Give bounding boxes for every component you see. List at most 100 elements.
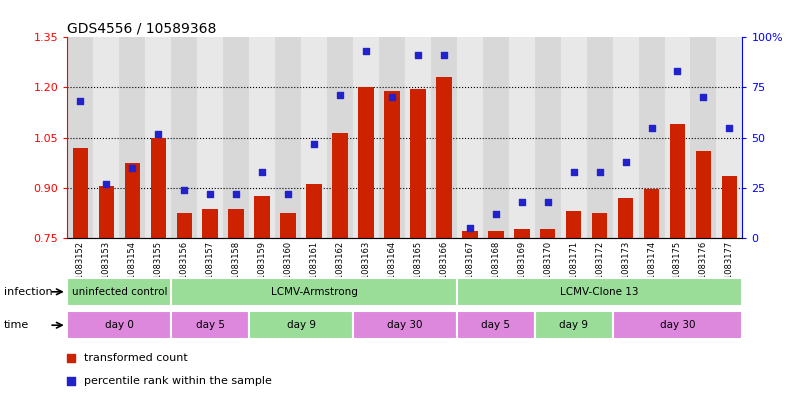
Bar [223, 37, 249, 238]
Point [646, 124, 658, 130]
Bar [665, 37, 691, 238]
Text: LCMV-Clone 13: LCMV-Clone 13 [561, 287, 639, 297]
Text: percentile rank within the sample: percentile rank within the sample [83, 376, 272, 386]
Point [65, 378, 78, 384]
Bar [151, 138, 166, 238]
Bar [716, 37, 742, 238]
Bar [125, 163, 141, 238]
Point [126, 164, 139, 171]
Text: day 9: day 9 [559, 320, 588, 330]
Bar [353, 37, 379, 238]
Point [437, 52, 450, 59]
Bar [696, 151, 711, 238]
Bar [613, 37, 638, 238]
Bar [249, 37, 276, 238]
Bar [457, 277, 742, 306]
Point [360, 48, 372, 55]
Text: day 5: day 5 [481, 320, 511, 330]
Point [697, 94, 710, 101]
Bar [561, 37, 587, 238]
Bar [276, 37, 301, 238]
Bar [436, 77, 452, 238]
Bar [197, 37, 223, 238]
Bar [410, 89, 426, 238]
Bar [249, 311, 353, 339]
Bar [67, 277, 172, 306]
Point [152, 130, 164, 137]
Point [100, 180, 113, 187]
Text: day 5: day 5 [196, 320, 225, 330]
Bar [172, 277, 457, 306]
Bar [358, 87, 374, 238]
Bar [509, 37, 534, 238]
Bar [384, 91, 399, 238]
Bar [587, 37, 613, 238]
Bar [534, 311, 613, 339]
Point [671, 68, 684, 75]
Bar [514, 230, 530, 238]
Bar [644, 189, 659, 238]
Text: uninfected control: uninfected control [71, 287, 168, 297]
Bar [353, 311, 457, 339]
Bar [280, 213, 296, 238]
Point [464, 224, 476, 231]
Bar [327, 37, 353, 238]
Bar [592, 213, 607, 238]
Text: day 30: day 30 [660, 320, 696, 330]
Bar [94, 37, 119, 238]
Point [619, 158, 632, 165]
Text: day 30: day 30 [387, 320, 422, 330]
Point [282, 191, 295, 197]
Point [411, 52, 424, 59]
Text: infection: infection [4, 287, 52, 297]
Point [386, 94, 399, 101]
Text: transformed count: transformed count [83, 353, 187, 363]
Bar [301, 37, 327, 238]
Point [308, 140, 321, 147]
Point [178, 187, 191, 193]
Point [567, 169, 580, 175]
Bar [119, 37, 145, 238]
Bar [172, 311, 249, 339]
Point [542, 198, 554, 205]
Bar [722, 176, 737, 238]
Bar [229, 209, 244, 238]
Point [65, 354, 78, 361]
Bar [462, 231, 478, 238]
Text: LCMV-Armstrong: LCMV-Armstrong [271, 287, 357, 297]
Bar [431, 37, 457, 238]
Point [489, 211, 502, 217]
Point [74, 98, 87, 105]
Point [593, 169, 606, 175]
Bar [202, 209, 218, 238]
Bar [172, 37, 197, 238]
Point [515, 198, 528, 205]
Point [723, 124, 736, 130]
Bar [98, 186, 114, 238]
Bar [566, 211, 581, 238]
Bar [457, 37, 483, 238]
Bar [379, 37, 405, 238]
Bar [405, 37, 431, 238]
Bar [145, 37, 172, 238]
Text: time: time [4, 320, 29, 330]
Point [333, 92, 346, 99]
Bar [534, 37, 561, 238]
Text: day 9: day 9 [287, 320, 315, 330]
Bar [73, 147, 88, 238]
Point [230, 191, 243, 197]
Bar [176, 213, 192, 238]
Text: GDS4556 / 10589368: GDS4556 / 10589368 [67, 21, 217, 35]
Bar [332, 132, 348, 238]
Bar [638, 37, 665, 238]
Bar [613, 311, 742, 339]
Bar [618, 198, 634, 238]
Point [204, 191, 217, 197]
Bar [488, 231, 503, 238]
Text: day 0: day 0 [105, 320, 134, 330]
Bar [67, 37, 94, 238]
Bar [483, 37, 509, 238]
Bar [67, 311, 172, 339]
Bar [254, 196, 270, 238]
Point [256, 169, 268, 175]
